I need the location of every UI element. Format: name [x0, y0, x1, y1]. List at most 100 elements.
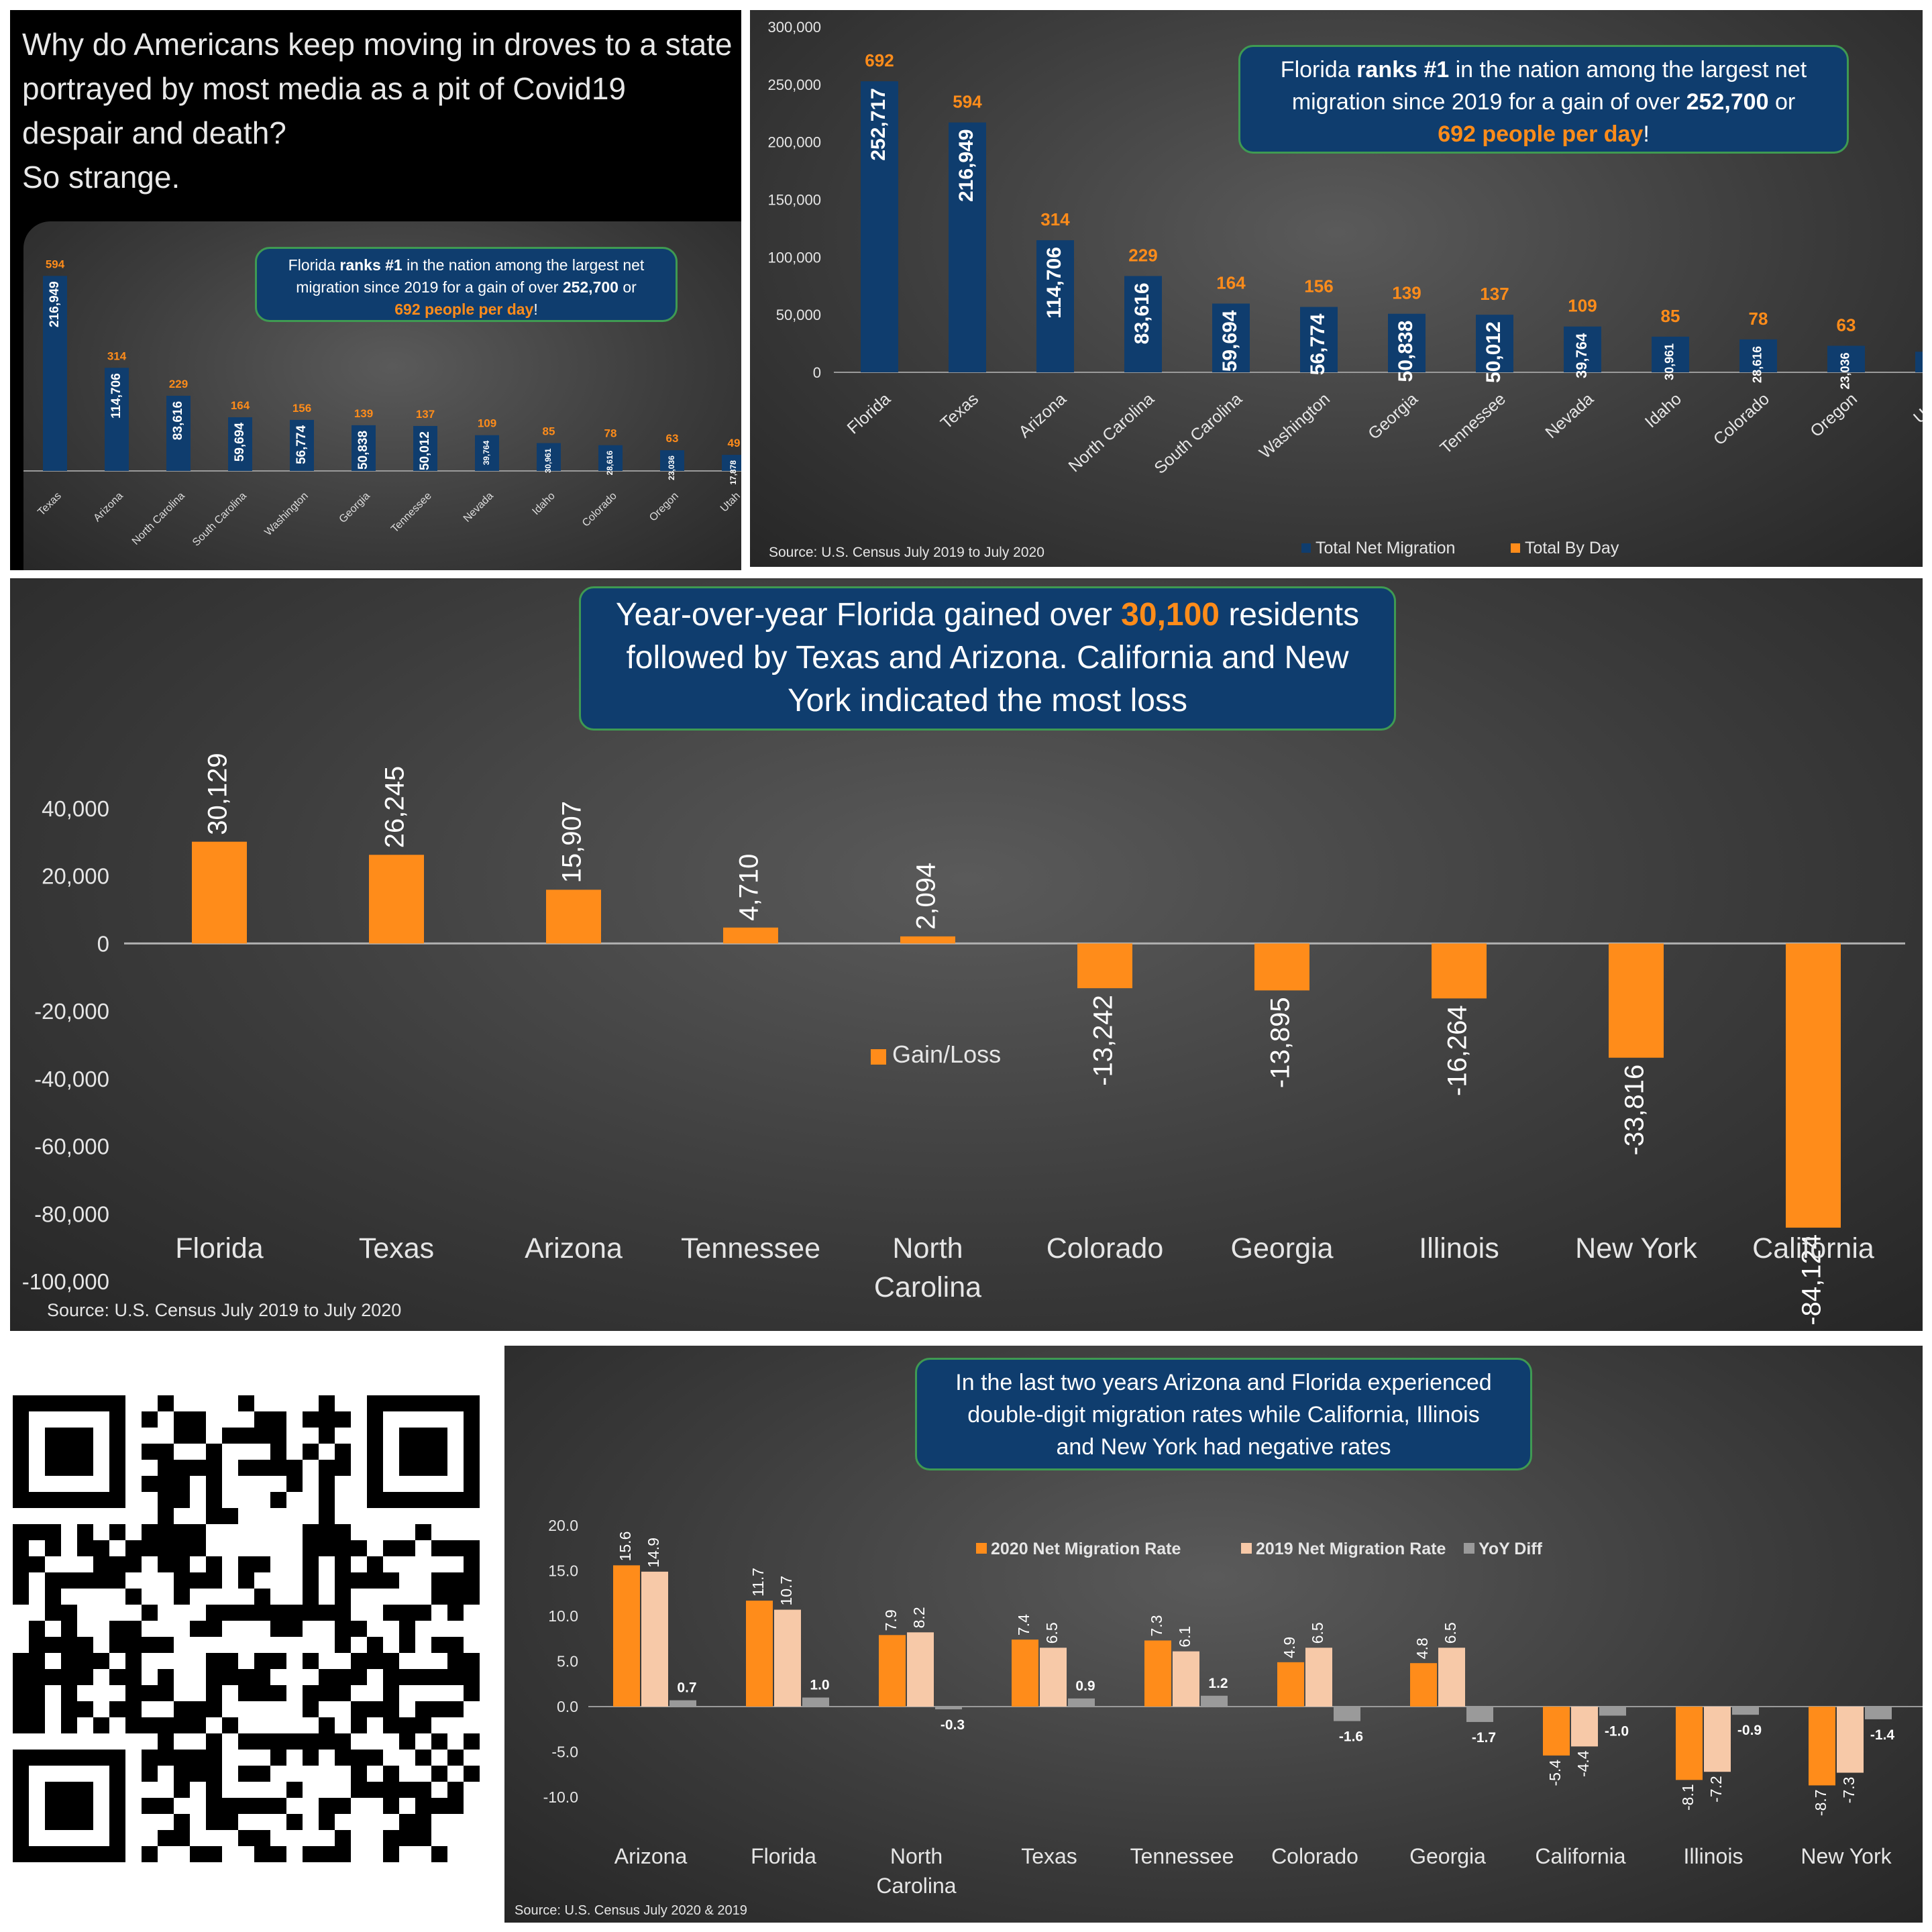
qr-module — [351, 1669, 367, 1685]
qr-module — [319, 1540, 335, 1556]
thumb-day-oregon: 63 — [666, 432, 679, 445]
qr-module — [399, 1637, 415, 1653]
qr-module — [174, 1428, 190, 1444]
thumb-day-utah: 49 — [728, 437, 741, 449]
qr-module — [399, 1605, 415, 1621]
qr-module — [254, 1653, 270, 1669]
qr-module — [383, 1782, 399, 1798]
thumb-x-label-nevada: Nevada — [462, 490, 496, 525]
qr-module — [206, 1492, 222, 1508]
day-label-oregon: 63 — [1837, 315, 1856, 335]
qr-module — [286, 1782, 303, 1798]
qr-module — [125, 1717, 142, 1733]
qr-module — [254, 1589, 270, 1605]
qr-module — [190, 1572, 206, 1589]
qr-module — [125, 1556, 142, 1572]
y-tick-label: 0 — [813, 364, 821, 381]
qr-module — [61, 1685, 77, 1701]
thumb-day-nevada: 109 — [478, 417, 496, 430]
gain-loss-chart: 40,000 20,000 0 -20,000 -40,000 -60,000 -80,00… — [22, 753, 1905, 1326]
qr-module — [125, 1621, 142, 1637]
qr-module — [109, 1669, 125, 1685]
qr-module — [158, 1669, 174, 1685]
qr-module — [335, 1605, 351, 1621]
legend-swatch-day — [1511, 543, 1520, 553]
qr-module — [29, 1653, 45, 1669]
qr-module — [319, 1492, 335, 1508]
qr-module — [464, 1685, 480, 1701]
qr-module — [399, 1733, 415, 1750]
qr-module — [125, 1589, 142, 1605]
qr-module — [206, 1814, 222, 1830]
qr-module — [303, 1411, 319, 1428]
qr-module — [174, 1540, 190, 1556]
mid-callout: Year-over-year Florida gained over 30,10… — [579, 586, 1396, 731]
qr-module — [319, 1411, 335, 1428]
x-label-north-carolina: North — [890, 1844, 943, 1868]
qr-module — [125, 1701, 142, 1717]
qr-finder-inner — [399, 1428, 447, 1476]
legend-label: Gain/Loss — [892, 1040, 1001, 1068]
day-label-tennessee: 137 — [1480, 284, 1509, 304]
x-label-oregon: Oregon — [1807, 390, 1861, 441]
qr-module — [335, 1733, 351, 1750]
qr-module — [13, 1701, 29, 1717]
bar-colorado-1 — [1305, 1648, 1332, 1707]
bar-illinois-1 — [1704, 1707, 1731, 1772]
bar-north-carolina — [900, 936, 955, 944]
value-label-tennessee: 50,012 — [1483, 321, 1505, 383]
top-callout-b1: ranks #1 — [1356, 57, 1450, 83]
qr-module — [335, 1685, 351, 1701]
x-label-georgia: Georgia — [1364, 390, 1421, 443]
value-label-nevada: 39,764 — [1573, 333, 1590, 378]
qr-module — [464, 1669, 480, 1685]
thumb-value-nevada: 39,764 — [482, 440, 491, 465]
qr-module — [61, 1717, 77, 1733]
bar-texas-0 — [1012, 1640, 1038, 1707]
qr-module — [29, 1701, 45, 1717]
qr-module — [367, 1750, 383, 1766]
thumb-x-label-tennessee: Tennessee — [389, 490, 434, 535]
value-label-idaho: 30,961 — [1663, 343, 1676, 380]
thumb-bar-utah — [722, 455, 741, 471]
chart-thumbnail: Florida ranks #1 in the nation among the… — [23, 221, 741, 570]
qr-module — [447, 1653, 464, 1669]
qr-module — [77, 1524, 93, 1540]
value-label-colorado: -13,242 — [1089, 995, 1118, 1086]
value-label-north-carolina-0: 7.9 — [882, 1609, 900, 1631]
qr-module — [174, 1782, 190, 1798]
qr-module — [447, 1572, 464, 1589]
mid-callout-hl: 30,100 — [1121, 597, 1220, 633]
qr-module — [190, 1621, 206, 1637]
qr-module — [335, 1798, 351, 1814]
qr-module — [254, 1766, 270, 1782]
qr-module — [270, 1428, 286, 1444]
qr-module — [29, 1637, 45, 1653]
qr-module — [93, 1653, 109, 1669]
top-callout-end: ! — [1643, 121, 1650, 147]
value-label-arizona: 114,706 — [1043, 247, 1065, 319]
qr-module — [174, 1830, 190, 1846]
qr-module — [319, 1605, 335, 1621]
qr-module — [319, 1733, 335, 1750]
qr-module — [174, 1701, 190, 1717]
bar-illinois — [1432, 943, 1487, 999]
qr-module — [415, 1782, 431, 1798]
bar-texas — [369, 855, 424, 944]
bar-california-2 — [1599, 1707, 1626, 1716]
qr-module — [335, 1540, 351, 1556]
bar-tennessee-2 — [1201, 1695, 1228, 1707]
day-label-washington: 156 — [1304, 276, 1333, 297]
bar-north-carolina-2 — [935, 1707, 962, 1710]
value-label-north-carolina-1: 8.2 — [910, 1607, 928, 1628]
qr-module — [45, 1589, 61, 1605]
mid-callout-l1b: residents — [1219, 597, 1360, 633]
value-label-georgia-0: 4.8 — [1413, 1638, 1431, 1659]
qr-module — [415, 1701, 431, 1717]
qr-module — [351, 1701, 367, 1717]
qr-module — [303, 1589, 319, 1605]
qr-module — [158, 1717, 174, 1733]
qr-module — [13, 1524, 29, 1540]
qr-module — [351, 1621, 367, 1637]
top-callout-b2: 252,700 — [1686, 89, 1769, 115]
